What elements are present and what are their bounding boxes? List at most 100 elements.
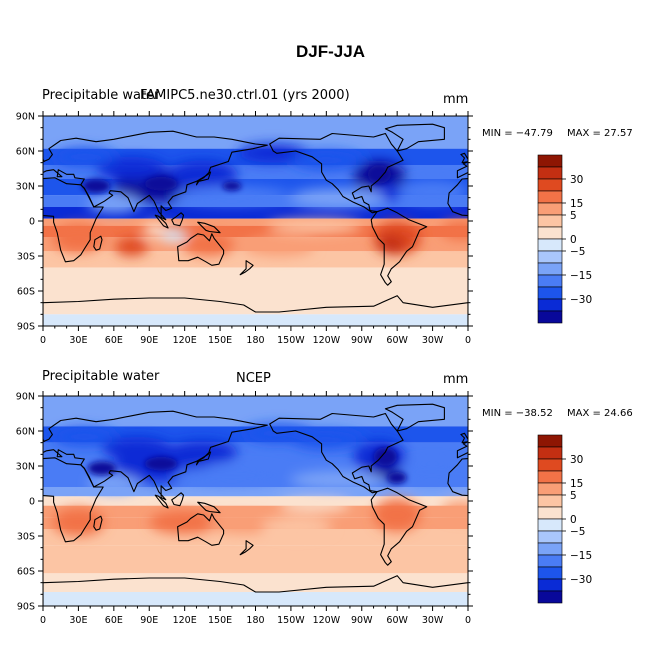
y-tick-label: 90N xyxy=(16,392,35,403)
field-band xyxy=(43,396,468,427)
colorbar-swatch xyxy=(537,578,563,592)
field-anomaly xyxy=(290,431,362,450)
panel-ncep: 0 30E 60E 90E 120E 150E 180 150W 120W 90W 60W 30W 0 9… xyxy=(0,365,661,665)
field-band xyxy=(43,487,468,497)
coastlines xyxy=(43,123,468,326)
field-anomaly xyxy=(290,151,362,170)
field-anomaly xyxy=(243,237,315,256)
field-band xyxy=(43,251,468,268)
field-anomaly xyxy=(397,460,468,484)
colorbar-label: 0 xyxy=(570,234,577,246)
coastline-greenland xyxy=(384,403,445,432)
coastlines xyxy=(43,403,468,606)
colorbar-swatch xyxy=(537,226,563,240)
colorbar-label: 5 xyxy=(570,490,577,502)
colorbar-swatch xyxy=(537,238,563,252)
y-tick-label: 90S xyxy=(17,322,35,333)
colorbar-swatch xyxy=(537,434,563,448)
colorbar-label: 0 xyxy=(570,514,577,526)
coastline-borneo xyxy=(171,212,185,227)
field-extreme xyxy=(373,447,398,466)
coastline-australia xyxy=(177,513,225,546)
map-plot-model: 0 30E 60E 90E 120E 150E 180 150W 120W 90W 60W 30W 09… xyxy=(16,111,592,346)
field-anomaly xyxy=(440,221,468,240)
coastline-eurasia xyxy=(43,410,268,501)
colorbar-swatch xyxy=(537,310,563,324)
coastline-samerica xyxy=(370,207,428,286)
y-tick-label: 60S xyxy=(17,287,35,298)
panel-label-left: Precipitable water xyxy=(42,369,160,384)
coastline-newguinea xyxy=(197,221,221,234)
x-tick-label: 90E xyxy=(140,615,158,626)
colorbar-label: 5 xyxy=(570,210,577,222)
coastline-newzealand xyxy=(239,540,254,556)
field-extreme xyxy=(144,456,178,471)
field-extreme xyxy=(222,181,242,191)
coastline-samerica xyxy=(370,487,428,566)
colorbar-swatch xyxy=(537,286,563,300)
field-band xyxy=(43,116,468,149)
colorbar-swatch xyxy=(537,262,563,276)
field-anomaly xyxy=(182,232,235,256)
field-anomaly xyxy=(87,474,140,493)
colorbar-swatch xyxy=(537,494,563,508)
x-tick-label: 60W xyxy=(386,615,408,626)
coastline-sumatra xyxy=(154,494,169,509)
x-tick-label: 30W xyxy=(422,615,444,626)
x-tick-label: 90E xyxy=(140,335,158,346)
colorbar-swatch xyxy=(537,518,563,532)
field-extreme xyxy=(87,461,117,476)
map-plot-ncep: 0 30E 60E 90E 120E 150E 180 150W 120W 90W 60W 30W 09… xyxy=(16,391,592,626)
x-tick-label: 60E xyxy=(105,615,123,626)
coastline-antarctica xyxy=(43,295,468,326)
colorbar-label: −5 xyxy=(570,246,585,258)
min-label: MIN = −38.52 xyxy=(482,408,553,419)
y-axis-ticks xyxy=(38,395,473,607)
field-band xyxy=(43,505,468,518)
x-tick-label: 60E xyxy=(105,335,123,346)
coastline-antarctica xyxy=(43,575,468,606)
field-band xyxy=(43,529,468,546)
x-tick-label: 150E xyxy=(208,615,232,626)
panel-units: mm xyxy=(443,372,469,387)
coastline-sumatra xyxy=(154,214,169,229)
x-tick-label: 0 xyxy=(465,335,471,346)
min-label: MIN = −47.79 xyxy=(482,128,553,139)
colorbar-swatch xyxy=(537,590,563,604)
colorbar-swatch xyxy=(537,446,563,460)
coastline-japan xyxy=(195,171,212,186)
colorbar-swatch xyxy=(537,566,563,580)
colorbar-swatch xyxy=(537,214,563,228)
colorbar-swatch xyxy=(537,178,563,192)
panel-model: 0 30E 60E 90E 120E 150E 180 150W 120W 90W 60W 30W 0 9… xyxy=(0,85,661,385)
field-extreme xyxy=(81,179,111,193)
coastline-uk xyxy=(460,432,468,444)
field-anomaly xyxy=(166,160,238,189)
x-tick-label: 30W xyxy=(422,335,444,346)
colorbar-swatch xyxy=(537,530,563,544)
field-anomaly xyxy=(52,508,105,536)
coastline-uk xyxy=(43,438,45,443)
x-tick-label: 120W xyxy=(313,615,341,626)
y-tick-label: 90N xyxy=(16,112,35,123)
max-label: MAX = 24.66 xyxy=(567,408,633,419)
field-anomaly xyxy=(267,219,362,234)
field-extreme xyxy=(387,471,407,484)
coastline-africa xyxy=(43,177,104,263)
coastline-eurasia xyxy=(43,130,268,221)
y-tick-label: 30N xyxy=(16,182,35,193)
x-tick-label: 60W xyxy=(386,335,408,346)
field-anomaly xyxy=(172,466,291,485)
colorbar-swatch xyxy=(537,458,563,472)
field-band xyxy=(43,298,468,315)
max-label: MAX = 27.57 xyxy=(567,128,633,139)
field-anomaly xyxy=(279,499,350,512)
colorbar-swatch xyxy=(537,154,563,168)
x-tick-label: 90W xyxy=(351,615,373,626)
coastline-madagascar xyxy=(93,235,103,251)
colorbar-label: −15 xyxy=(570,550,592,562)
coastline-uk xyxy=(460,152,468,164)
colorbar-label: 15 xyxy=(570,198,583,210)
field-anomaly xyxy=(166,440,238,464)
field-anomaly xyxy=(172,186,291,205)
